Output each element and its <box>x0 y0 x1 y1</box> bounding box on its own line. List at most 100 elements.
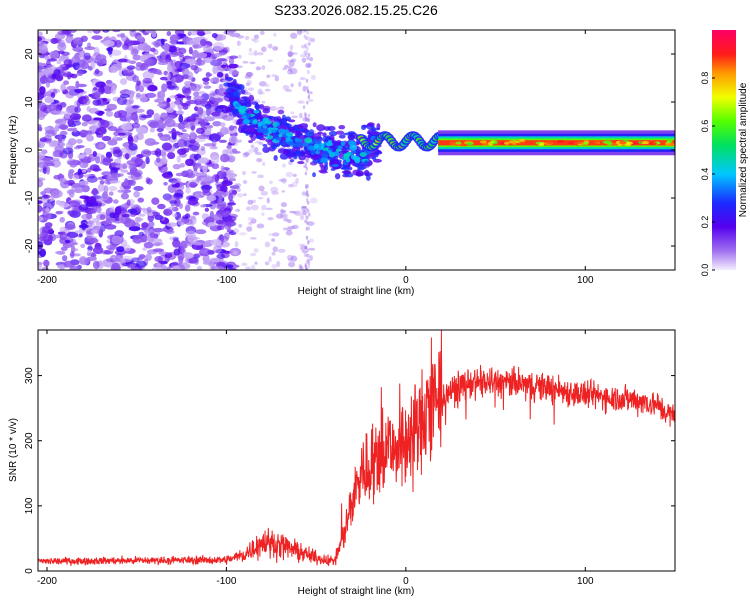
spectrogram-sparse-blob <box>273 32 277 37</box>
spectrogram-noise-blob <box>106 244 118 250</box>
spectrogram-noise-blob <box>120 192 130 200</box>
spectrogram-sparse-blob <box>280 212 286 219</box>
spectrogram-noise-blob <box>199 248 211 257</box>
spectrogram-transition-blob <box>283 149 291 155</box>
snr-plot-area <box>38 330 675 571</box>
spectrogram-bright-blob <box>278 133 283 138</box>
spectrogram-noise-blob <box>180 247 186 254</box>
spectrogram-noise-blob <box>91 187 99 196</box>
spectrogram-noise-blob <box>45 207 50 213</box>
spectrogram-noise-blob <box>123 153 131 159</box>
spectrogram-transition-blob <box>227 87 234 91</box>
spectrogram-sparse-blob <box>235 208 241 212</box>
spectrogram-noise-blob <box>182 88 192 96</box>
spectrogram-noise-blob <box>95 205 102 213</box>
spectrogram-noise-blob <box>184 204 191 212</box>
spectrogram-bright-blob <box>313 143 319 149</box>
spectrogram-transition-blob <box>328 130 338 137</box>
snr-y-tick-label: 300 <box>24 367 35 384</box>
spectrogram-noise-blob <box>166 97 171 103</box>
spectrogram-noise-blob <box>177 142 185 147</box>
spectrogram-noise-blob <box>133 185 144 191</box>
spectrogram-noise-blob <box>75 139 83 144</box>
spectrogram-noise-blob <box>75 65 84 70</box>
spectrogram-sparse-blob <box>271 238 276 242</box>
snr-series-line <box>38 330 675 567</box>
spectrogram-noise-blob <box>154 148 162 158</box>
spectrogram-sparse-blob <box>291 224 299 230</box>
spectrogram-sparse-blob <box>267 43 273 49</box>
spectrogram-sparse-blob <box>266 74 271 79</box>
spectrogram-sparse-blob <box>262 161 266 166</box>
spectrogram-bright-blob <box>261 128 269 135</box>
spectrogram-noise-blob <box>181 129 187 133</box>
spectrogram-noise-blob <box>178 256 184 265</box>
spectrogram-noise-blob <box>128 226 141 232</box>
spectrogram-noise-blob <box>110 49 122 56</box>
spectrogram-noise-blob <box>208 93 213 98</box>
spectrogram-noise-blob <box>189 130 196 140</box>
spectrogram-image <box>38 30 675 270</box>
spectrogram-sparse-blob <box>290 83 294 88</box>
spectrogram-column-blob <box>306 200 310 205</box>
spectrogram-noise-blob <box>163 208 173 216</box>
spectrogram-noise-blob <box>216 34 227 41</box>
spectrogram-column-blob <box>306 248 309 253</box>
spectrogram-noise-blob <box>214 52 220 58</box>
spectrogram-sparse-blob <box>245 266 251 270</box>
spectrogram-sparse-blob <box>308 247 316 251</box>
spectrogram-noise-blob <box>189 139 197 144</box>
spectrogram-noise-blob <box>90 229 98 234</box>
spectrogram-noise-blob <box>213 244 222 254</box>
spectrogram-noise-blob <box>195 177 201 183</box>
spectrogram-noise-blob <box>116 96 128 106</box>
spectrogram-noise-blob <box>80 243 86 248</box>
spectrogram-sparse-blob <box>258 142 264 145</box>
spectrogram-bright-blob <box>322 150 329 155</box>
spectrogram-sparse-blob <box>250 144 255 149</box>
spectrogram-transition-blob <box>289 159 295 163</box>
spectrogram-noise-blob <box>208 261 215 267</box>
spectrogram-column-blob <box>304 43 307 48</box>
spectrogram-noise-blob <box>124 90 136 95</box>
spectrogram-noise-blob <box>57 174 65 179</box>
spectrogram-noise-blob <box>111 235 122 245</box>
spectrogram-sparse-blob <box>233 186 240 190</box>
colorbar-label: Normalized spectral amplitude <box>738 82 749 217</box>
spectrogram-noise-blob <box>193 95 205 101</box>
spectrogram-noise-blob <box>92 120 101 128</box>
spectrogram-band-fleck <box>593 140 599 144</box>
spectrogram-noise-blob <box>74 230 86 234</box>
spectrogram-sparse-blob <box>242 152 251 156</box>
spectrogram-sparse-blob <box>236 187 241 192</box>
spectrogram-sparse-blob <box>255 66 262 71</box>
spectrogram-noise-blob <box>166 80 173 86</box>
spectrogram-transition-blob <box>312 133 322 139</box>
spectrogram-bright-blob <box>315 150 320 155</box>
spectrogram-noise-blob <box>229 32 241 38</box>
spectrogram-sparse-blob <box>245 71 254 77</box>
spectrogram-band-fleck <box>508 140 516 144</box>
spectrogram-sparse-blob <box>246 79 252 85</box>
spectrogram-noise-blob <box>132 54 142 61</box>
spectrogram-noise-blob <box>45 64 56 71</box>
spectrogram-noise-blob <box>90 59 95 69</box>
spectrogram-transition-blob <box>233 91 240 97</box>
spectrogram-noise-blob <box>130 30 136 33</box>
spectrogram-noise-blob <box>92 151 98 158</box>
spectrogram-transition-blob <box>370 125 376 133</box>
spectrogram-sparse-blob <box>237 139 242 143</box>
spectrogram-transition-blob <box>284 116 292 121</box>
spectrogram-noise-blob <box>93 164 100 173</box>
colorbar-ticks: 0.0 0.2 0.4 0.6 0.8 <box>700 72 715 276</box>
spectrogram-noise-blob <box>83 52 91 60</box>
colorbar: 0.0 0.2 0.4 0.6 0.8 Normalized spectral ampl… <box>700 30 749 276</box>
spectrogram-noise-blob <box>184 230 197 239</box>
spectrogram-noise-blob <box>125 217 131 224</box>
spectrogram-noise-blob <box>111 262 120 270</box>
spectrogram-transition-blob <box>262 144 268 147</box>
spectrogram-noise-blob <box>142 78 153 84</box>
spectrogram-noise-blob <box>114 158 122 164</box>
spectrogram-noise-blob <box>146 109 155 116</box>
snr-y-label: SNR (10 * v/v) <box>8 418 19 482</box>
